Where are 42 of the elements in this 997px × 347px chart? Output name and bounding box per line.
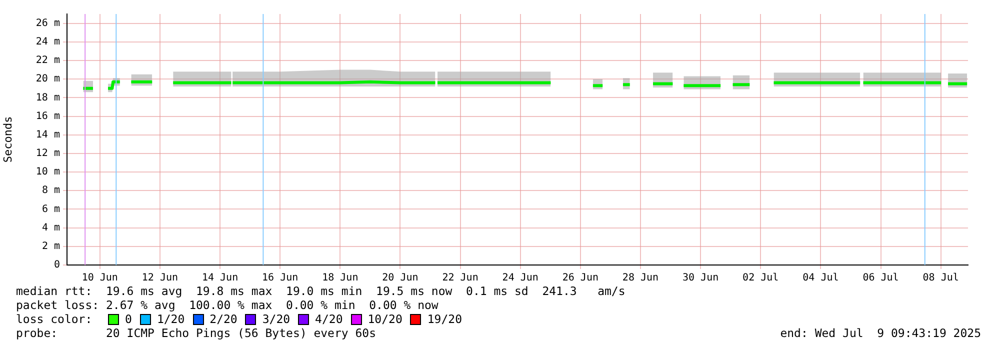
- x-tick-label: 04 Jul: [802, 272, 839, 284]
- y-tick-label: 14 m: [36, 129, 60, 140]
- text: end: Wed Jul 9 09:43:19 2025: [780, 326, 981, 340]
- x-tick-label: 26 Jun: [562, 272, 598, 284]
- text: median rtt: 19.6 ms avg 19.8 ms max 19.0 ms min 19.5 ms now 0.1 ms sd 241.3 am/s: [16, 284, 626, 298]
- text: packet loss: 2.67 % avg 100.00 % max 0.00 % min 0.00 % now: [16, 298, 438, 312]
- text: 10/20: [368, 312, 402, 326]
- x-tick-label: 24 Jun: [502, 272, 538, 284]
- text: 1/20: [156, 312, 185, 326]
- x-tick-label: 16 Jun: [262, 272, 298, 284]
- x-tick-label: 20 Jun: [382, 272, 418, 284]
- text: probe: 20 ICMP Echo Pings (56 Bytes) every 60s: [16, 326, 376, 340]
- text: 2/20: [210, 312, 238, 326]
- y-tick-label: 22 m: [36, 55, 60, 66]
- y-tick-label: 0: [54, 260, 60, 271]
- y-tick-label: 10 m: [36, 166, 60, 178]
- y-tick-label: 6 m: [42, 204, 60, 215]
- text: 0: [125, 312, 132, 326]
- text: 4/20: [315, 312, 343, 326]
- y-tick-label: 26 m: [36, 18, 60, 29]
- x-tick-label: 18 Jun: [322, 272, 358, 284]
- y-tick-label: 20 m: [36, 74, 60, 85]
- x-tick-label: 28 Jun: [622, 272, 659, 284]
- text: 3/20: [262, 312, 290, 326]
- y-axis-title: Seconds: [1, 116, 14, 163]
- x-tick-label: 30 Jun: [682, 272, 719, 284]
- y-tick-label: 4 m: [42, 222, 60, 234]
- x-tick-label: 12 Jun: [142, 272, 178, 284]
- y-tick-label: 16 m: [36, 110, 60, 122]
- y-tick-label: 2 m: [42, 241, 60, 252]
- x-tick-label: 22 Jun: [442, 272, 478, 284]
- x-tick-label: 14 Jun: [202, 272, 238, 284]
- y-tick-label: 18 m: [36, 92, 60, 104]
- text: 19/20: [427, 312, 462, 326]
- x-tick-label: 06 Jul: [862, 272, 899, 284]
- y-tick-label: 12 m: [36, 148, 60, 160]
- y-tick-label: 24 m: [36, 36, 60, 48]
- y-tick-label: 8 m: [42, 185, 60, 196]
- x-tick-label: 10 Jun: [82, 272, 118, 284]
- x-tick-label: 02 Jul: [742, 272, 779, 284]
- x-tick-label: 08 Jul: [922, 272, 959, 284]
- text: loss color:: [16, 312, 94, 326]
